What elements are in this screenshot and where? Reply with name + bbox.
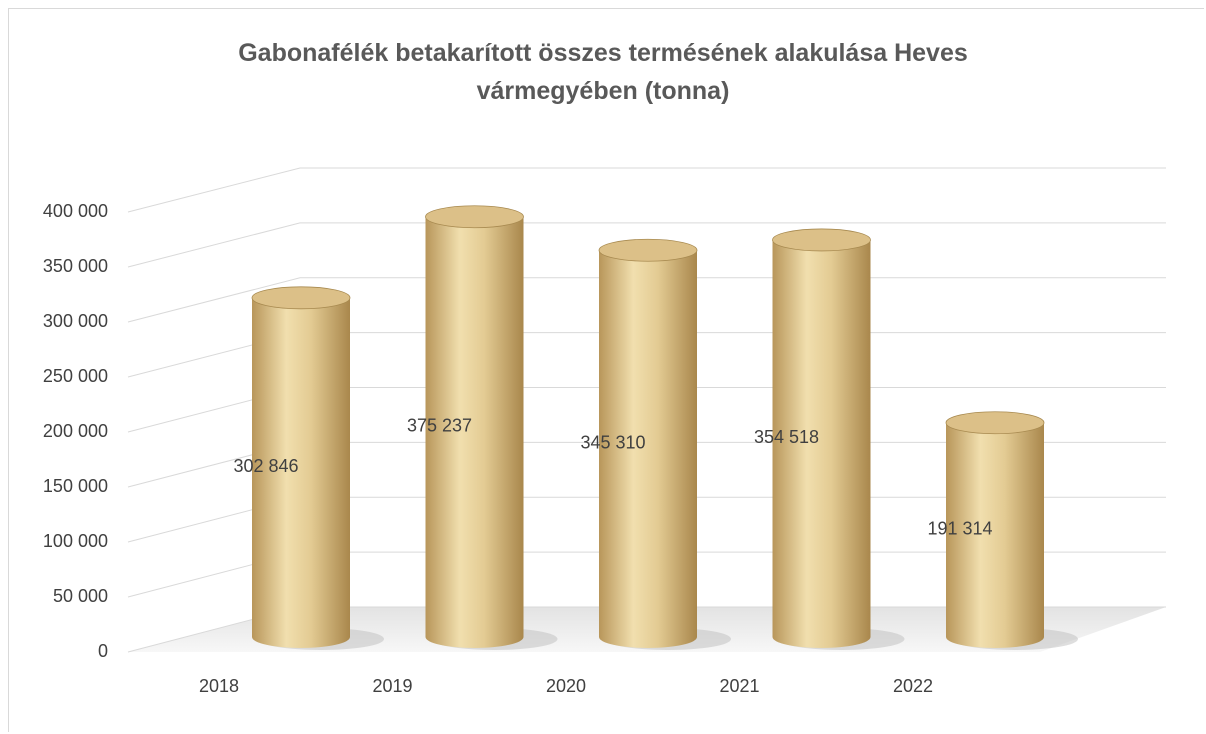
bar-top [598, 238, 698, 262]
x-tick-label: 2021 [719, 676, 759, 696]
bar-body [772, 239, 871, 649]
y-tick-label: 100 000 [43, 531, 108, 551]
bar-top [425, 205, 524, 229]
y-tick-label: 0 [98, 641, 108, 661]
bar-body [252, 297, 350, 648]
y-tick-label: 250 000 [43, 366, 108, 386]
x-tick-label: 2018 [199, 676, 239, 696]
y-tick-label: 150 000 [43, 476, 108, 496]
y-tick-label: 300 000 [43, 311, 108, 331]
data-label: 191 314 [927, 519, 992, 539]
y-tick-label: 400 000 [43, 201, 108, 221]
data-label: 302 846 [233, 456, 298, 476]
bar-body [599, 250, 697, 648]
bar [251, 286, 351, 648]
bar [945, 411, 1045, 648]
x-tick-label: 2019 [372, 676, 412, 696]
bar-top [772, 228, 871, 252]
bar-body [425, 216, 524, 648]
y-tick-label: 50 000 [53, 586, 108, 606]
bar-top [945, 411, 1045, 435]
grid-line [127, 167, 1166, 213]
x-tick-label: 2020 [546, 676, 586, 696]
bar-body [946, 422, 1044, 648]
bar [598, 238, 698, 648]
bar-top [251, 286, 351, 310]
chart-title: Gabonafélék betakarított összes termésén… [238, 39, 968, 105]
y-tick-label: 200 000 [43, 421, 108, 441]
bar [425, 205, 524, 648]
data-label: 345 310 [580, 432, 645, 452]
x-tick-label: 2022 [893, 676, 933, 696]
grid-line [127, 222, 1166, 268]
data-label: 354 518 [754, 427, 819, 447]
chart-frame [8, 8, 1204, 732]
grid-line [127, 277, 1166, 323]
data-label: 375 237 [407, 416, 472, 436]
y-tick-label: 350 000 [43, 256, 108, 276]
bar [772, 228, 871, 649]
